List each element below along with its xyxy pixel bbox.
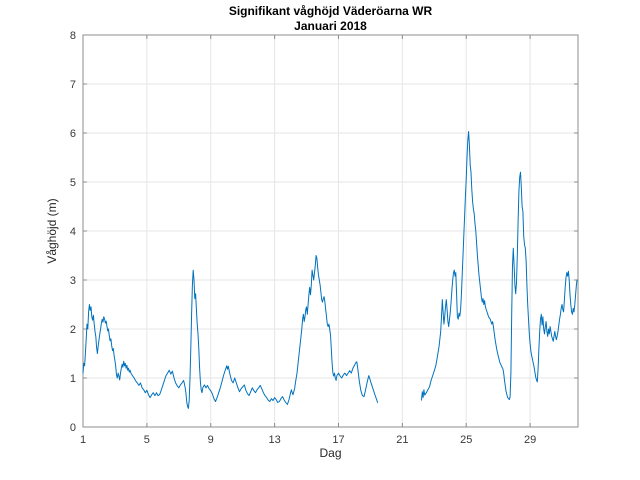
wave-height-line [421, 131, 578, 401]
chart-title-block: Signifikant våghöjd Väderöarna WR Januar… [83, 4, 578, 34]
x-tick-label: 29 [524, 434, 536, 446]
chart-subtitle: Januari 2018 [294, 19, 367, 33]
y-tick-label: 8 [70, 30, 76, 42]
x-axis-label: Dag [319, 446, 342, 460]
chart-title: Signifikant våghöjd Väderöarna WR [228, 4, 433, 18]
y-tick-label: 7 [70, 79, 76, 91]
y-tick-label: 5 [70, 177, 76, 189]
x-tick-label: 9 [208, 434, 214, 446]
x-tick-label: 5 [144, 434, 150, 446]
y-tick-label: 2 [70, 324, 76, 336]
x-tick-label: 21 [396, 434, 408, 446]
y-tick-label: 6 [70, 128, 76, 140]
x-tick-label: 1 [80, 434, 86, 446]
y-tick-label: 4 [70, 226, 76, 238]
x-tick-label: 17 [332, 434, 344, 446]
y-tick-label: 1 [70, 373, 76, 385]
wave-height-line [82, 255, 379, 409]
y-axis-label: Våghöjd (m) [45, 198, 59, 264]
y-tick-label: 3 [70, 275, 76, 287]
y-tick-label: 0 [70, 422, 76, 434]
x-tick-label: 13 [268, 434, 280, 446]
x-tick-label: 25 [460, 434, 472, 446]
